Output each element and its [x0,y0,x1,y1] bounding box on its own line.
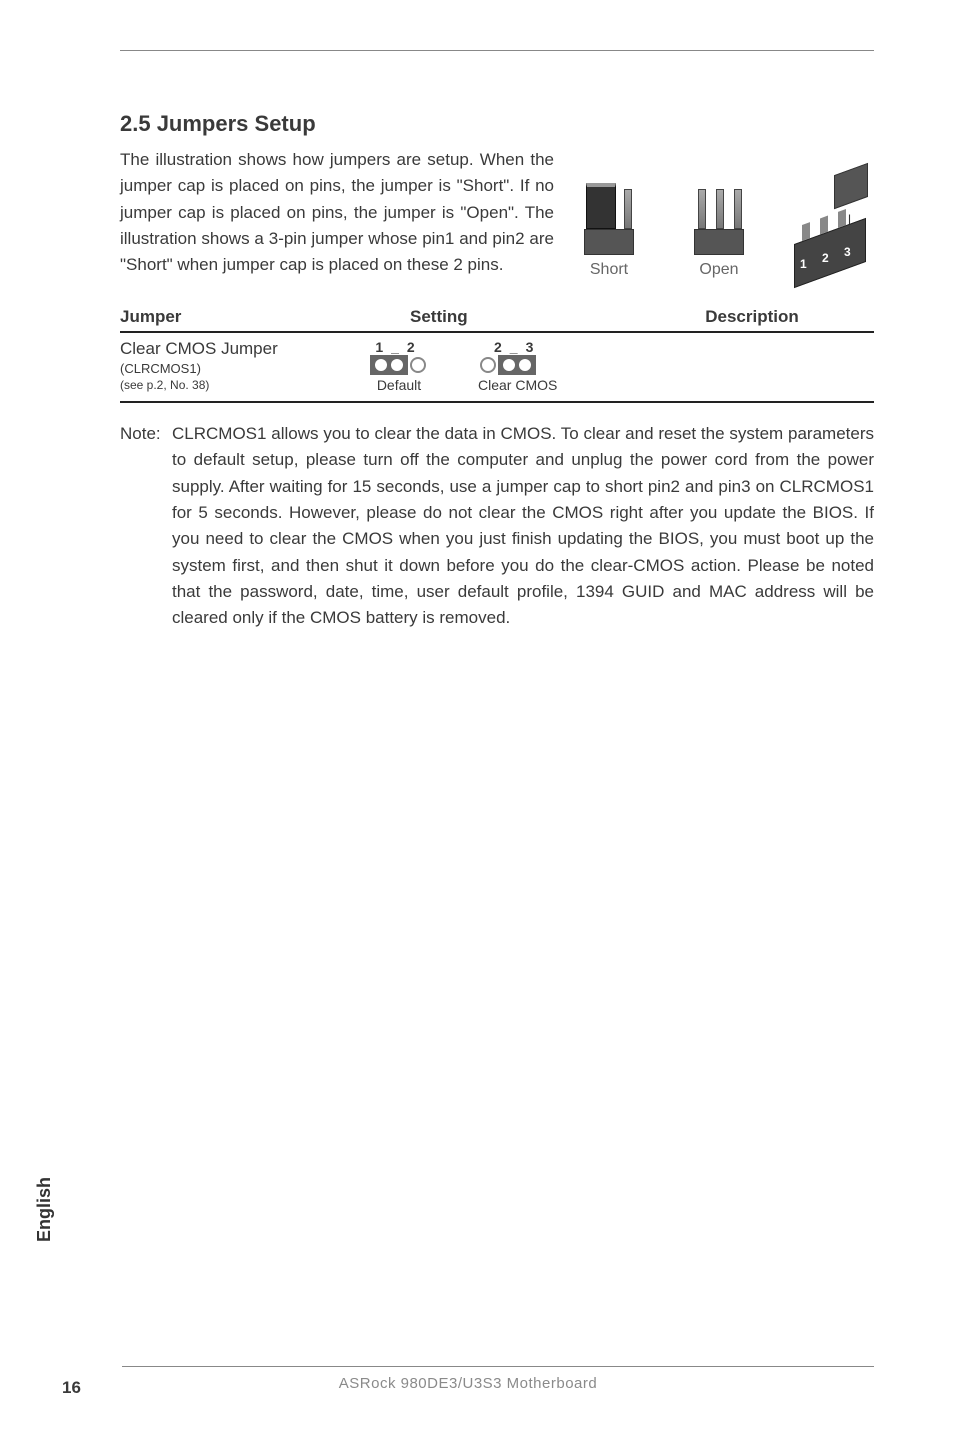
top-rule [120,50,874,51]
table-header: Jumper Setting Description [120,307,874,333]
jumper-short: Short [574,155,644,279]
note-label: Note: [120,421,172,632]
page-number: 16 [62,1378,91,1398]
jumper-iso: ↓ 1 2 3 [794,169,874,279]
jumper-illustration: Short Open ↓ 1 2 3 [574,147,874,279]
footer-rule [122,1366,874,1367]
setting-clear-label: Clear CMOS [478,377,557,393]
short-label: Short [590,261,628,279]
th-jumper: Jumper [120,307,350,327]
iso-num-2: 2 [822,251,829,265]
jumper-table: Jumper Setting Description Clear CMOS Ju… [120,307,874,403]
table-row: Clear CMOS Jumper (CLRCMOS1) (see p.2, N… [120,333,874,403]
setting-default-nums: 1_2 [370,339,428,355]
jumper-name: Clear CMOS Jumper [120,339,350,359]
side-tab-english: English [34,1177,55,1242]
footer: ASRock 980DE3/U3S3 Motherboard [0,1366,954,1392]
note: Note: CLRCMOS1 allows you to clear the d… [120,421,874,632]
jumper-open: Open [684,155,754,279]
setting-clear-nums: 2_3 [478,339,557,355]
intro-paragraph: The illustration shows how jumpers are s… [120,147,554,279]
footer-text: ASRock 980DE3/U3S3 Motherboard [62,1375,874,1392]
setting-clear: 2_3 Clear CMOS [478,339,557,393]
th-setting: Setting [350,307,630,327]
jumper-sub1: (CLRCMOS1) [120,361,350,376]
th-description: Description [630,307,874,327]
open-label: Open [699,261,738,279]
jumper-sub2: (see p.2, No. 38) [120,378,350,392]
intro-row: The illustration shows how jumpers are s… [120,147,874,279]
setting-default-label: Default [370,377,428,393]
note-body: CLRCMOS1 allows you to clear the data in… [172,421,874,632]
section-heading: 2.5 Jumpers Setup [120,111,874,137]
iso-num-3: 3 [844,245,851,259]
iso-num-1: 1 [800,257,807,271]
setting-default: 1_2 Default [370,339,428,393]
